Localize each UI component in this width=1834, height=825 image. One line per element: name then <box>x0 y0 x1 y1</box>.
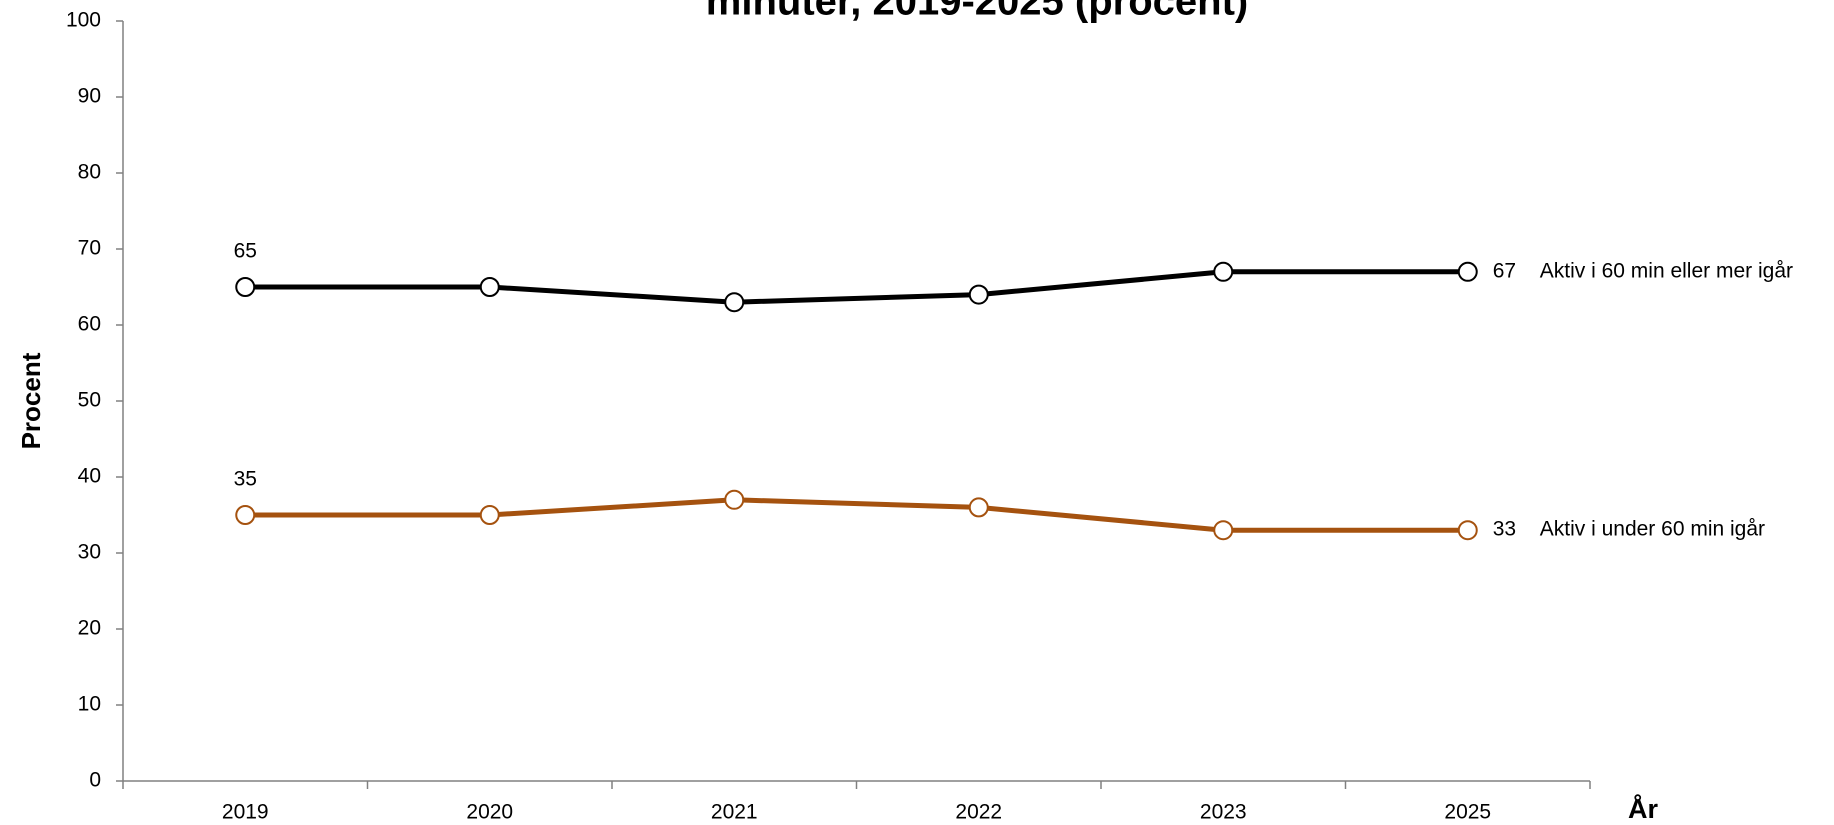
marker <box>235 277 256 297</box>
data-label: 65 <box>234 240 257 263</box>
data-label: 67 <box>1493 259 1516 282</box>
marker <box>1213 261 1234 282</box>
y-tick-label: 80 <box>78 161 101 184</box>
x-tick-label: 2023 <box>1200 801 1247 824</box>
chart-title: minuter, 2019-2025 (procent) <box>706 0 1248 24</box>
y-tick-label: 60 <box>78 313 101 336</box>
marker <box>1213 520 1234 541</box>
y-tick-label: 30 <box>78 541 101 564</box>
y-tick-label: 100 <box>66 9 101 32</box>
x-tick-label: 2025 <box>1444 801 1491 824</box>
y-tick-label: 10 <box>78 693 101 716</box>
x-tick-label: 2019 <box>222 801 269 824</box>
y-tick-label: 70 <box>78 237 101 260</box>
legend-label: Aktiv i 60 min eller mer igår <box>1540 259 1793 282</box>
marker <box>968 284 989 305</box>
y-tick-label: 40 <box>78 465 101 488</box>
y-axis-label: Procent <box>16 352 46 449</box>
x-tick-label: 2020 <box>466 801 513 824</box>
marker <box>479 277 500 297</box>
marker <box>1457 261 1478 282</box>
data-label: 35 <box>234 468 257 491</box>
y-tick-label: 90 <box>78 85 101 108</box>
x-tick-label: 2022 <box>955 801 1002 824</box>
x-tick-label: 2021 <box>711 801 758 824</box>
legend-label: Aktiv i under 60 min igår <box>1540 518 1765 541</box>
y-tick-label: 50 <box>78 389 101 412</box>
series-line <box>245 497 1468 533</box>
marker <box>479 505 500 525</box>
marker <box>1457 520 1478 541</box>
data-label: 33 <box>1493 518 1516 541</box>
y-tick-label: 20 <box>78 617 101 640</box>
marker <box>968 497 989 518</box>
marker <box>724 292 745 313</box>
y-tick-label: 0 <box>89 769 101 792</box>
marker <box>235 505 256 525</box>
series-line <box>245 269 1468 305</box>
marker <box>724 489 745 510</box>
x-axis-label: År <box>1628 793 1658 824</box>
